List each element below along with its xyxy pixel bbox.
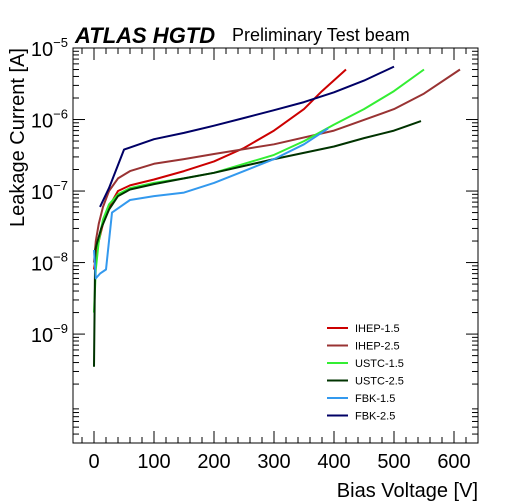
plot-frame [72,47,479,444]
x-axis: 0 100 200 300 400 500 600 [81,48,471,473]
legend-label: FBK-1.5 [355,393,395,405]
series-line [99,65,395,208]
x-tick-label: 400 [317,451,350,473]
x-tick-label: 600 [437,451,470,473]
chart-subtitle: Preliminary Test beam [232,25,410,45]
legend: IHEP-1.5 IHEP-2.5 USTC-1.5 USTC-2.5 FBK-1.5 F… [327,323,404,423]
y-axis: 10−9 10−8 10−7 10−6 10−5 [31,35,478,444]
y-tick-label: 10−7 [31,178,68,204]
x-tick-label: 200 [197,451,230,473]
x-tick-label: 0 [88,451,99,473]
series-line [93,68,347,270]
series-layer [93,65,461,367]
legend-label: USTC-2.5 [355,376,404,388]
y-tick-label: 10−9 [31,321,68,347]
y-tick-label: 10−6 [31,107,68,133]
x-tick-label: 500 [377,451,410,473]
series-line [93,120,422,367]
legend-label: FBK-2.5 [355,411,395,423]
legend-label: IHEP-1.5 [355,323,400,335]
series-line [93,68,461,263]
series-line [93,68,425,313]
x-axis-label: Bias Voltage [V] [337,480,478,502]
atlas-title: ATLAS HGTD [74,23,215,48]
y-tick-label: 10−8 [31,250,68,276]
y-axis-label: Leakage Current [A] [7,48,29,227]
x-tick-label: 100 [137,451,170,473]
series-line [93,127,329,280]
x-tick-label: 300 [257,451,290,473]
legend-label: USTC-1.5 [355,358,404,370]
y-tick-label: 10−5 [31,35,68,61]
legend-label: IHEP-2.5 [355,341,400,353]
